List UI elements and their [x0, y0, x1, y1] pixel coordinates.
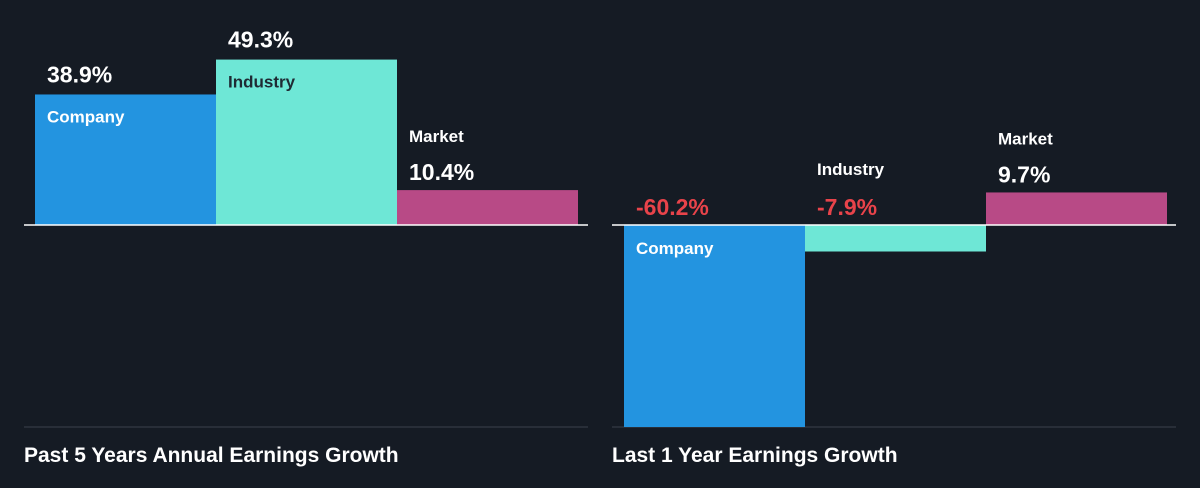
- bar-industry: [216, 59, 397, 225]
- bar-industry: [805, 225, 986, 252]
- category-label-market: Market: [409, 127, 464, 146]
- bar-company: [35, 94, 216, 225]
- bar-market: [397, 190, 578, 225]
- value-label-company: 38.9%: [47, 61, 112, 87]
- chart-past-5-years: Company 38.9% Industry 49.3% Market 10.4%: [24, 27, 588, 428]
- chart-title-past-5-years: Past 5 Years Annual Earnings Growth: [24, 444, 399, 467]
- value-label-market: 9.7%: [998, 161, 1050, 187]
- category-label-industry: Industry: [817, 160, 885, 179]
- category-label-industry: Industry: [228, 73, 296, 92]
- bar-company: [624, 225, 805, 427]
- chart-title-last-1-year: Last 1 Year Earnings Growth: [612, 444, 898, 467]
- category-label-company: Company: [47, 107, 125, 126]
- value-label-industry: 49.3%: [228, 27, 293, 53]
- value-label-industry: -7.9%: [817, 194, 877, 220]
- chart-last-1-year: Company -60.2% Industry -7.9% Market 9.7%: [612, 129, 1176, 428]
- value-label-market: 10.4%: [409, 159, 474, 185]
- category-label-market: Market: [998, 129, 1053, 148]
- bar-market: [986, 192, 1167, 225]
- category-label-company: Company: [636, 239, 714, 258]
- value-label-company: -60.2%: [636, 194, 709, 220]
